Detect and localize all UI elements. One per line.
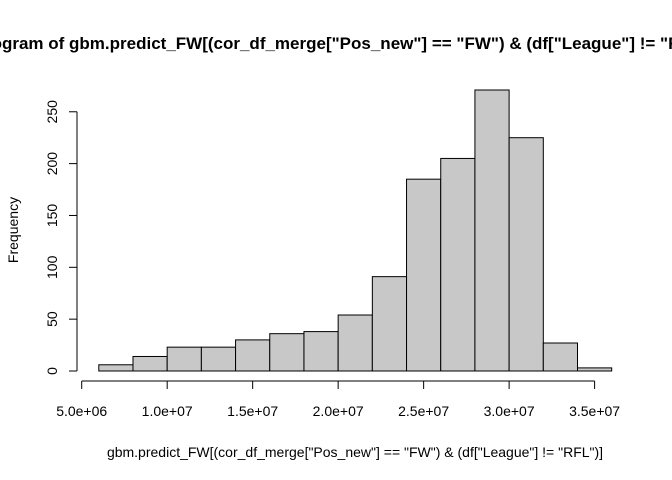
y-tick-label: 200 bbox=[44, 152, 60, 176]
histogram-bar bbox=[98, 364, 134, 372]
x-tick-label: 1.0e+07 bbox=[142, 403, 193, 419]
y-tick-label: 100 bbox=[44, 255, 60, 279]
histogram-bar bbox=[508, 137, 544, 372]
histogram-bar bbox=[440, 157, 476, 372]
x-tick-label: 2.0e+07 bbox=[313, 403, 364, 419]
histogram-bar bbox=[200, 346, 237, 372]
chart-title: Histogram of gbm.predict_FW[(cor_df_merg… bbox=[0, 34, 672, 53]
histogram-bar bbox=[474, 89, 510, 372]
histogram-bars bbox=[98, 89, 613, 372]
x-tick-label: 1.5e+07 bbox=[227, 403, 278, 419]
x-tick-label: 2.5e+07 bbox=[398, 403, 449, 419]
y-tick-label: 50 bbox=[44, 311, 60, 327]
y-tick-label: 150 bbox=[44, 204, 60, 228]
histogram-bar bbox=[166, 346, 202, 372]
y-tick-label: 250 bbox=[44, 100, 60, 124]
histogram-bar bbox=[269, 333, 305, 372]
y-axis-label: Frequency bbox=[5, 197, 21, 263]
histogram-bar bbox=[235, 339, 271, 372]
histogram-bar bbox=[371, 276, 408, 372]
x-tick-label: 3.0e+07 bbox=[484, 403, 535, 419]
y-axis: 0 50 100 150 200 250 bbox=[44, 100, 78, 375]
histogram-bar bbox=[577, 367, 613, 372]
x-axis: 5.0e+06 1.0e+07 1.5e+07 2.0e+07 2.5e+07 3.0e+… bbox=[56, 380, 620, 419]
y-tick-label: 0 bbox=[44, 367, 60, 375]
histogram-bar bbox=[542, 342, 579, 372]
x-axis-label: gbm.predict_FW[(cor_df_merge["Pos_new"] … bbox=[107, 444, 603, 460]
histogram-bar bbox=[132, 355, 168, 372]
x-tick-label: 3.5e+07 bbox=[569, 403, 620, 419]
histogram-bar bbox=[406, 178, 442, 372]
histogram-bar bbox=[337, 314, 373, 372]
x-tick-label: 5.0e+06 bbox=[56, 403, 107, 419]
histogram-bar bbox=[303, 331, 339, 372]
